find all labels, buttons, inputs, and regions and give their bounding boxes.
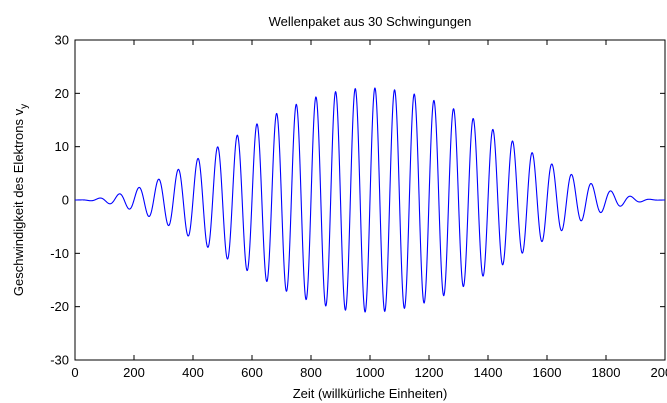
y-tick-label: 30 xyxy=(55,33,69,48)
x-tick-label: 1600 xyxy=(533,365,562,380)
x-tick-label: 2000 xyxy=(651,365,667,380)
x-tick-label: 0 xyxy=(71,365,78,380)
x-tick-label: 400 xyxy=(182,365,204,380)
y-tick-label: -20 xyxy=(50,299,69,314)
series-line xyxy=(75,87,665,313)
y-tick-label: -30 xyxy=(50,353,69,368)
x-tick-label: 600 xyxy=(241,365,263,380)
axis-tick-labels: 0200400600800100012001400160018002000-30… xyxy=(50,33,667,381)
axis-ticks xyxy=(74,39,666,361)
y-axis-label-subscript: y xyxy=(19,104,30,109)
x-axis-label: Zeit (willkürliche Einheiten) xyxy=(293,386,448,401)
chart-title: Wellenpaket aus 30 Schwingungen xyxy=(269,14,472,29)
y-axis-label-main: Geschwindigkeit des Elektrons v xyxy=(11,108,26,296)
x-tick-label: 1000 xyxy=(356,365,385,380)
x-tick-label: 800 xyxy=(300,365,322,380)
y-tick-label: 20 xyxy=(55,86,69,101)
y-axis-label: Geschwindigkeit des Elektrons vy xyxy=(11,104,30,296)
y-tick-label: -10 xyxy=(50,246,69,261)
x-tick-label: 1800 xyxy=(592,365,621,380)
y-tick-label: 10 xyxy=(55,139,69,154)
y-tick-label: 0 xyxy=(62,193,69,208)
x-tick-label: 200 xyxy=(123,365,145,380)
x-tick-label: 1200 xyxy=(415,365,444,380)
x-tick-label: 1400 xyxy=(474,365,503,380)
